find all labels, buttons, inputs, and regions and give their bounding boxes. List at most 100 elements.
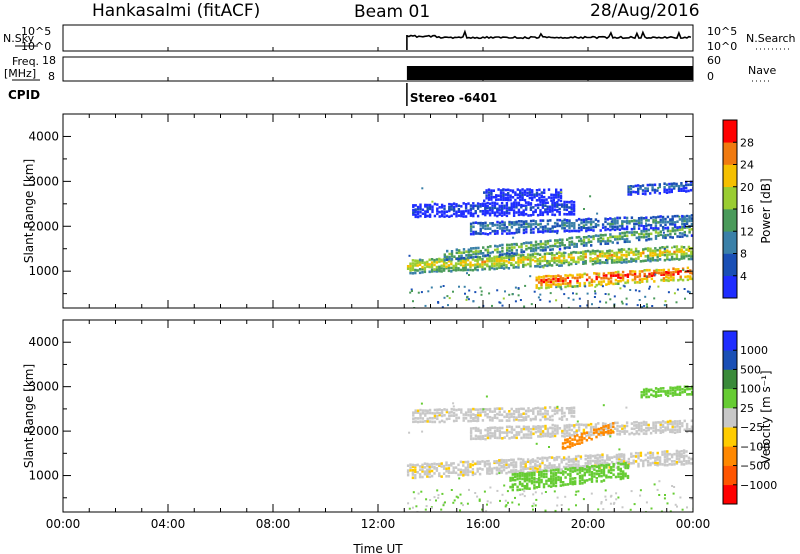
velocity-echo-cell-4-1392 bbox=[609, 431, 613, 434]
velocity-speckle-147 bbox=[650, 507, 653, 510]
power-echo-cell-0-87 bbox=[450, 262, 453, 266]
velocity-echo-cell-1-585 bbox=[542, 483, 546, 486]
power-echo-cell-4-1524 bbox=[469, 204, 473, 207]
power-echo-cell-3-1395 bbox=[676, 220, 679, 223]
velocity-echo-cell-1-746 bbox=[622, 470, 625, 473]
power-echo-cell-0-298 bbox=[558, 251, 561, 254]
power-echo-cell-2-1044 bbox=[667, 279, 670, 283]
velocity-echo-cell-2-788 bbox=[489, 431, 492, 435]
power-echo-cell-3-1138 bbox=[505, 226, 509, 229]
velocity-echo-cell-2-1062 bbox=[669, 430, 672, 434]
power-echo-cell-0-225 bbox=[519, 258, 523, 262]
velocity-colorbar-tick-label-4: −25 bbox=[740, 421, 763, 434]
velocity-echo-cell-0-16 bbox=[414, 468, 417, 472]
velocity-echo-cell-0-164 bbox=[502, 468, 506, 472]
beam-title: Beam 01 bbox=[354, 2, 430, 22]
power-echo-cell-3-1094 bbox=[477, 221, 480, 225]
power-echo-cell-0-464 bbox=[651, 256, 655, 260]
velocity-echo-cell-0-288 bbox=[567, 455, 571, 459]
power-echo-cell-1-643 bbox=[525, 248, 528, 251]
power-echo-cell-3-1167 bbox=[525, 230, 528, 234]
power-echo-cell-0-94 bbox=[454, 264, 458, 268]
power-echo-cell-2-894 bbox=[561, 277, 565, 280]
power-echo-cell-0-191 bbox=[502, 267, 506, 270]
power-echo-cell-1-750 bbox=[614, 238, 617, 241]
velocity-echo-cell-0-329 bbox=[589, 459, 592, 463]
power-echo-cell-4-1630 bbox=[524, 201, 528, 204]
nave-tick-lo: 0 bbox=[707, 70, 714, 83]
power-echo-cell-0-233 bbox=[522, 253, 525, 257]
velocity-speckle-141 bbox=[498, 472, 501, 475]
power-speckle-68 bbox=[508, 293, 511, 296]
velocity-echo-cell-2-792 bbox=[491, 432, 494, 435]
power-echo-cell-5-1791 bbox=[528, 196, 531, 200]
freq-panel: Freq. [MHz] 18 8 60 0 Nave bbox=[4, 54, 776, 83]
power-speckle-111 bbox=[645, 303, 648, 306]
power-echo-cell-3-1222 bbox=[561, 219, 564, 223]
power-echo-cell-0-383 bbox=[608, 257, 611, 260]
power-speckle-128 bbox=[452, 290, 454, 293]
power-echo-cell-0-466 bbox=[651, 251, 655, 255]
power-echo-cell-0-437 bbox=[634, 247, 638, 251]
power-echo-cell-0-513 bbox=[678, 250, 681, 254]
power-colorbar-tick-label-1: 8 bbox=[740, 248, 747, 261]
velocity-echo-cell-3-1239 bbox=[505, 419, 509, 422]
power-echo-cell-1-802 bbox=[657, 231, 660, 235]
power-echo-cell-2-948 bbox=[602, 280, 606, 283]
power-echo-cell-3-1372 bbox=[661, 225, 665, 229]
power-speckle-35 bbox=[529, 275, 532, 278]
power-echo-cell-4-1462 bbox=[436, 212, 439, 216]
velocity-echo-cell-0-467 bbox=[670, 463, 674, 466]
power-echo-cell-6-1912 bbox=[685, 180, 688, 184]
velocity-echo-cell-0-119 bbox=[476, 470, 479, 473]
power-colorbar-tick-label-6: 28 bbox=[740, 136, 754, 149]
velocity-echo-cell-0-125 bbox=[478, 462, 482, 465]
velocity-speckle-34 bbox=[408, 507, 411, 510]
power-echo-cell-4-1458 bbox=[431, 208, 434, 211]
velocity-echo-cell-1-574 bbox=[538, 481, 541, 484]
power-echo-cell-3-1247 bbox=[577, 226, 581, 230]
power-echo-cell-2-1051 bbox=[669, 273, 673, 277]
power-speckle-6 bbox=[555, 299, 558, 302]
velocity-echo-cell-0-24 bbox=[418, 465, 422, 468]
power-echo-cell-2-874 bbox=[552, 282, 555, 286]
power-echo-cell-3-1099 bbox=[479, 221, 482, 225]
velocity-echo-cell-2-1031 bbox=[647, 423, 650, 427]
power-echo-cell-1-722 bbox=[587, 235, 590, 238]
power-echo-cell-0-135 bbox=[476, 265, 479, 268]
velocity-echo-cell-2-852 bbox=[529, 427, 533, 431]
power-echo-cell-0-82 bbox=[447, 264, 451, 267]
power-echo-cell-5-1767 bbox=[511, 189, 515, 192]
power-echo-cell-0-325 bbox=[574, 260, 578, 264]
power-echo-cell-0-8 bbox=[411, 268, 415, 272]
power-echo-cell-2-1029 bbox=[657, 271, 661, 275]
velocity-echo-cell-1-654 bbox=[574, 467, 577, 470]
power-echo-cell-2-916 bbox=[576, 276, 579, 280]
power-echo-cell-4-1514 bbox=[464, 206, 468, 210]
power-echo-cell-1-648 bbox=[530, 249, 533, 253]
velocity-speckle-80 bbox=[503, 484, 506, 487]
power-echo-cell-5-1734 bbox=[492, 195, 495, 199]
velocity-echo-cell-3-1297 bbox=[544, 415, 547, 418]
power-echo-cell-1-817 bbox=[671, 236, 674, 239]
power-echo-cell-4-1679 bbox=[553, 203, 557, 207]
velocity-echo-cell-0-59 bbox=[438, 464, 441, 467]
power-echo-cell-0-214 bbox=[512, 254, 515, 258]
velocity-echo-cell-0-266 bbox=[553, 457, 556, 460]
power-echo-cell-6-1903 bbox=[680, 187, 683, 191]
power-echo-cell-2-869 bbox=[549, 285, 553, 288]
power-echo-cell-0-388 bbox=[610, 259, 614, 262]
velocity-speckle-11 bbox=[617, 496, 620, 499]
power-echo-cell-1-680 bbox=[554, 244, 557, 248]
power-speckle-40 bbox=[594, 285, 597, 288]
power-echo-cell-0-210 bbox=[512, 266, 515, 269]
velocity-echo-cell-0-33 bbox=[423, 462, 427, 465]
power-echo-cell-4-1599 bbox=[510, 208, 513, 212]
power-echo-cell-4-1445 bbox=[424, 205, 427, 208]
power-echo-cell-4-1585 bbox=[500, 201, 504, 205]
power-echo-cell-3-1285 bbox=[604, 220, 607, 223]
velocity-echo-cell-2-915 bbox=[568, 423, 571, 427]
